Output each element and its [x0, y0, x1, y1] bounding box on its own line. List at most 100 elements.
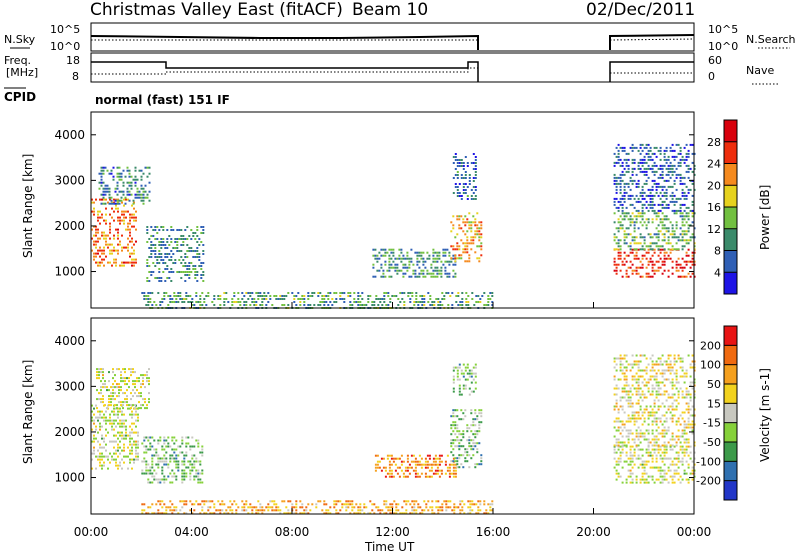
data-cell [416, 254, 419, 257]
data-cell [480, 415, 483, 418]
data-cell [687, 155, 690, 158]
data-cell [675, 266, 678, 269]
data-cell [113, 410, 115, 413]
data-cell [645, 369, 648, 372]
data-cell [464, 174, 467, 176]
data-cell [403, 500, 406, 503]
data-cell [115, 207, 117, 210]
data-cell [173, 475, 176, 478]
data-cell [121, 422, 123, 425]
data-cell [109, 440, 111, 443]
data-cell [659, 221, 662, 224]
data-cell [413, 509, 416, 512]
data-cell [181, 469, 184, 472]
data-cell [178, 250, 181, 252]
data-cell [391, 295, 394, 297]
data-cell [125, 261, 127, 264]
data-cell [687, 408, 690, 411]
data-cell [663, 236, 666, 239]
data-cell [351, 509, 354, 512]
data-cell [179, 295, 182, 297]
colorbar-swatch [724, 141, 737, 164]
data-cell [100, 184, 103, 187]
data-cell [641, 393, 644, 396]
data-cell [681, 429, 684, 432]
x-tick-label: 12:00 [375, 525, 410, 539]
data-cell [649, 146, 652, 149]
data-cell [422, 275, 425, 278]
data-cell [479, 500, 482, 503]
data-cell [99, 255, 101, 258]
data-cell [186, 250, 189, 252]
data-cell [109, 243, 111, 246]
data-cell [313, 304, 316, 306]
data-cell [452, 224, 455, 227]
data-cell [101, 452, 103, 455]
data-cell [659, 469, 662, 472]
data-cell [691, 254, 694, 257]
data-cell [434, 269, 437, 272]
data-cell [186, 256, 189, 258]
data-cell [456, 245, 459, 248]
data-cell [299, 500, 302, 503]
data-cell [673, 149, 676, 152]
data-cell [466, 363, 469, 366]
data-cell [470, 375, 473, 378]
data-cell [96, 371, 98, 374]
data-cell [450, 460, 453, 463]
data-cell [653, 242, 656, 245]
data-cell [464, 387, 467, 390]
data-cell [127, 243, 129, 246]
data-cell [627, 457, 630, 460]
data-cell [627, 414, 630, 417]
data-cell [410, 260, 413, 263]
data-cell [136, 178, 139, 181]
data-cell [392, 460, 395, 463]
data-cell [629, 448, 632, 451]
data-cell [311, 295, 314, 297]
data-cell [91, 419, 93, 422]
data-cell [107, 467, 109, 470]
data-cell [691, 387, 694, 390]
data-cell [643, 393, 646, 396]
data-cell [673, 230, 676, 233]
data-cell [185, 451, 188, 454]
data-cell [651, 197, 654, 200]
data-cell [687, 212, 690, 215]
data-cell [452, 162, 455, 164]
data-cell [287, 292, 290, 294]
data-cell [663, 155, 666, 158]
data-cell [293, 298, 296, 300]
data-cell [681, 390, 684, 393]
data-cell [491, 301, 494, 303]
data-cell [119, 461, 121, 464]
data-cell [619, 191, 622, 194]
data-cell [655, 155, 658, 158]
data-cell [685, 170, 688, 173]
data-cell [635, 475, 638, 478]
data-cell [671, 191, 674, 194]
data-cell [679, 206, 682, 209]
data-cell [649, 451, 652, 454]
data-cell [458, 454, 461, 457]
data-cell [307, 503, 310, 506]
data-cell [156, 262, 159, 264]
data-cell [629, 402, 632, 405]
data-cell [382, 248, 385, 251]
data-cell [99, 458, 101, 461]
data-cell [631, 445, 634, 448]
data-cell [641, 390, 644, 393]
data-cell [649, 393, 652, 396]
data-cell [430, 266, 433, 269]
data-cell [472, 439, 475, 442]
data-cell [133, 458, 135, 461]
data-cell [657, 203, 660, 206]
data-cell [263, 509, 266, 512]
data-cell [202, 274, 205, 276]
data-cell [623, 411, 626, 414]
data-cell [659, 481, 662, 484]
data-cell [661, 245, 664, 248]
data-cell [452, 460, 455, 463]
data-cell [191, 503, 194, 506]
data-cell [617, 463, 620, 466]
